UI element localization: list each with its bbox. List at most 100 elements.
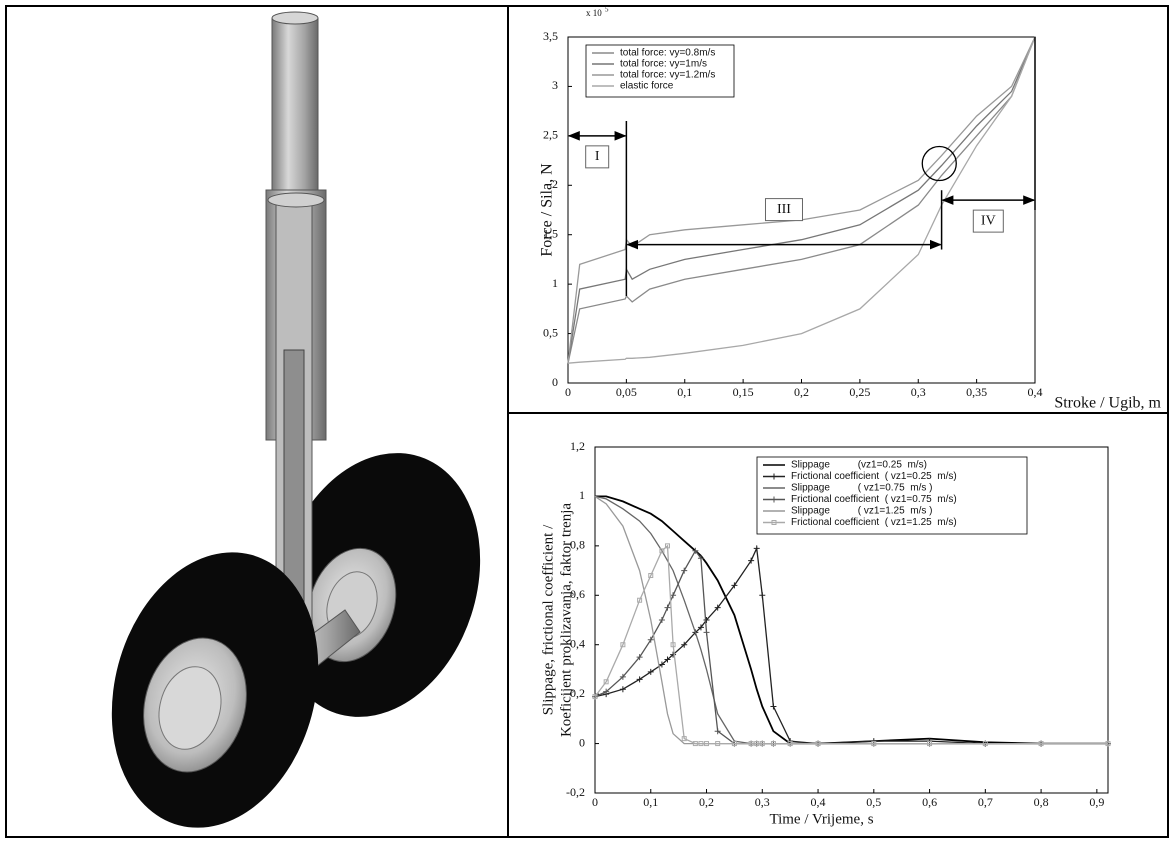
annotation-label: IV — [981, 213, 996, 228]
marker — [670, 651, 677, 658]
marker — [647, 668, 654, 675]
annotation-label: I — [595, 149, 600, 164]
x-tick-label: 0 — [592, 795, 598, 809]
y-tick-label: 1 — [552, 276, 558, 290]
legend-label: Frictional coefficient ( vz1=0.25 m/s) — [791, 471, 957, 482]
axis-multiplier: x 10 — [586, 8, 602, 18]
x-tick-label: 0,15 — [733, 385, 754, 399]
x-tick-label: 0,25 — [849, 385, 870, 399]
y-tick-label: 3 — [552, 78, 558, 92]
outer-frame — [5, 5, 1169, 838]
x-tick-label: 0,7 — [978, 795, 993, 809]
marker — [619, 686, 626, 693]
x-tick-label: 0,6 — [922, 795, 937, 809]
y-axis-label: Koeficijent proklizavanja, faktor trenja — [558, 503, 574, 737]
marker — [670, 642, 676, 648]
marker — [748, 557, 755, 564]
marker — [927, 741, 933, 747]
marker — [658, 617, 665, 623]
y-tick-label: 0 — [552, 375, 558, 389]
legend-label: Frictional coefficient ( vz1=0.75 m/s) — [791, 494, 957, 505]
marker — [703, 617, 710, 623]
marker — [670, 592, 677, 599]
annotation-box — [585, 145, 610, 169]
highlight-circle — [921, 145, 957, 182]
marker — [753, 545, 760, 552]
marker — [748, 741, 754, 747]
marker — [759, 741, 765, 747]
y-tick-label: 1,2 — [570, 439, 585, 453]
y-tick-label: 1 — [579, 488, 585, 502]
plot-frame — [594, 446, 1109, 794]
x-tick-label: 0,8 — [1034, 795, 1049, 809]
x-tick-label: 0,2 — [794, 385, 809, 399]
x-tick-label: 0,1 — [677, 385, 692, 399]
marker — [658, 661, 665, 668]
legend-label: Slippage ( vz1=1.25 m/s ) — [791, 506, 932, 517]
x-tick-label: 0,3 — [911, 385, 926, 399]
x-tick-label: 0,5 — [866, 795, 881, 809]
marker — [759, 592, 766, 599]
y-tick-label: -0,2 — [566, 785, 585, 799]
marker — [592, 694, 598, 700]
legend-label: elastic force — [620, 81, 674, 92]
annotation-box — [764, 198, 803, 222]
landing-gear-illustration — [111, 11, 481, 828]
legend-label: total force: vy=1m/s — [620, 59, 707, 70]
marker — [659, 548, 665, 554]
series-line — [567, 36, 1036, 364]
x-tick-label: 0,05 — [616, 385, 637, 399]
y-tick-label: 3,5 — [543, 29, 558, 43]
x-tick-label: 0,4 — [811, 795, 826, 809]
legend-label: total force: vy=0.8m/s — [620, 48, 715, 59]
series-line — [567, 36, 1036, 364]
marker — [714, 728, 721, 735]
marker — [664, 604, 671, 611]
x-tick-label: 0,2 — [699, 795, 714, 809]
y-axis-label: Slippage, frictional coefficient / — [540, 524, 556, 715]
marker — [692, 547, 699, 554]
marker — [770, 741, 776, 747]
marker — [692, 741, 698, 747]
legend-marker — [771, 496, 777, 503]
series-line — [567, 36, 1036, 364]
marker — [815, 741, 821, 747]
marker — [647, 636, 654, 643]
x-tick-label: 0,3 — [755, 795, 770, 809]
marker — [619, 673, 626, 680]
legend-label: Frictional coefficient ( vz1=1.25 m/s) — [791, 517, 957, 528]
y-tick-label: 0,2 — [570, 686, 585, 700]
legend-label: Slippage (vz1=0.25 m/s) — [791, 460, 927, 471]
x-tick-label: 0 — [565, 385, 571, 399]
marker — [715, 741, 721, 747]
marker — [982, 741, 988, 747]
legend-marker — [771, 520, 777, 525]
annotation-box — [972, 209, 1004, 233]
x-axis-label: Time / Vrijeme, s — [769, 811, 873, 827]
y-tick-label: 0 — [579, 735, 585, 749]
marker — [636, 654, 643, 661]
x-tick-label: 0,1 — [643, 795, 658, 809]
marker — [731, 582, 738, 589]
y-tick-label: 0,5 — [543, 325, 558, 339]
marker — [703, 629, 710, 636]
y-tick-label: 0,8 — [570, 538, 585, 552]
y-axis-label: Force / Sila, N — [539, 163, 556, 257]
y-tick-label: 1,5 — [543, 226, 558, 240]
legend-marker — [771, 473, 777, 480]
x-tick-label: 0,9 — [1089, 795, 1104, 809]
marker — [681, 736, 687, 742]
marker — [754, 741, 760, 747]
series-line — [594, 545, 1108, 745]
x-axis-label: Stroke / Ugib, m — [1054, 395, 1161, 412]
marker — [697, 555, 704, 562]
marker — [603, 688, 610, 695]
marker — [787, 741, 793, 747]
marker — [664, 543, 670, 549]
annotation-label: III — [777, 202, 791, 217]
marker — [1038, 741, 1044, 747]
y-tick-label: 2 — [552, 177, 558, 191]
marker — [1105, 741, 1111, 747]
